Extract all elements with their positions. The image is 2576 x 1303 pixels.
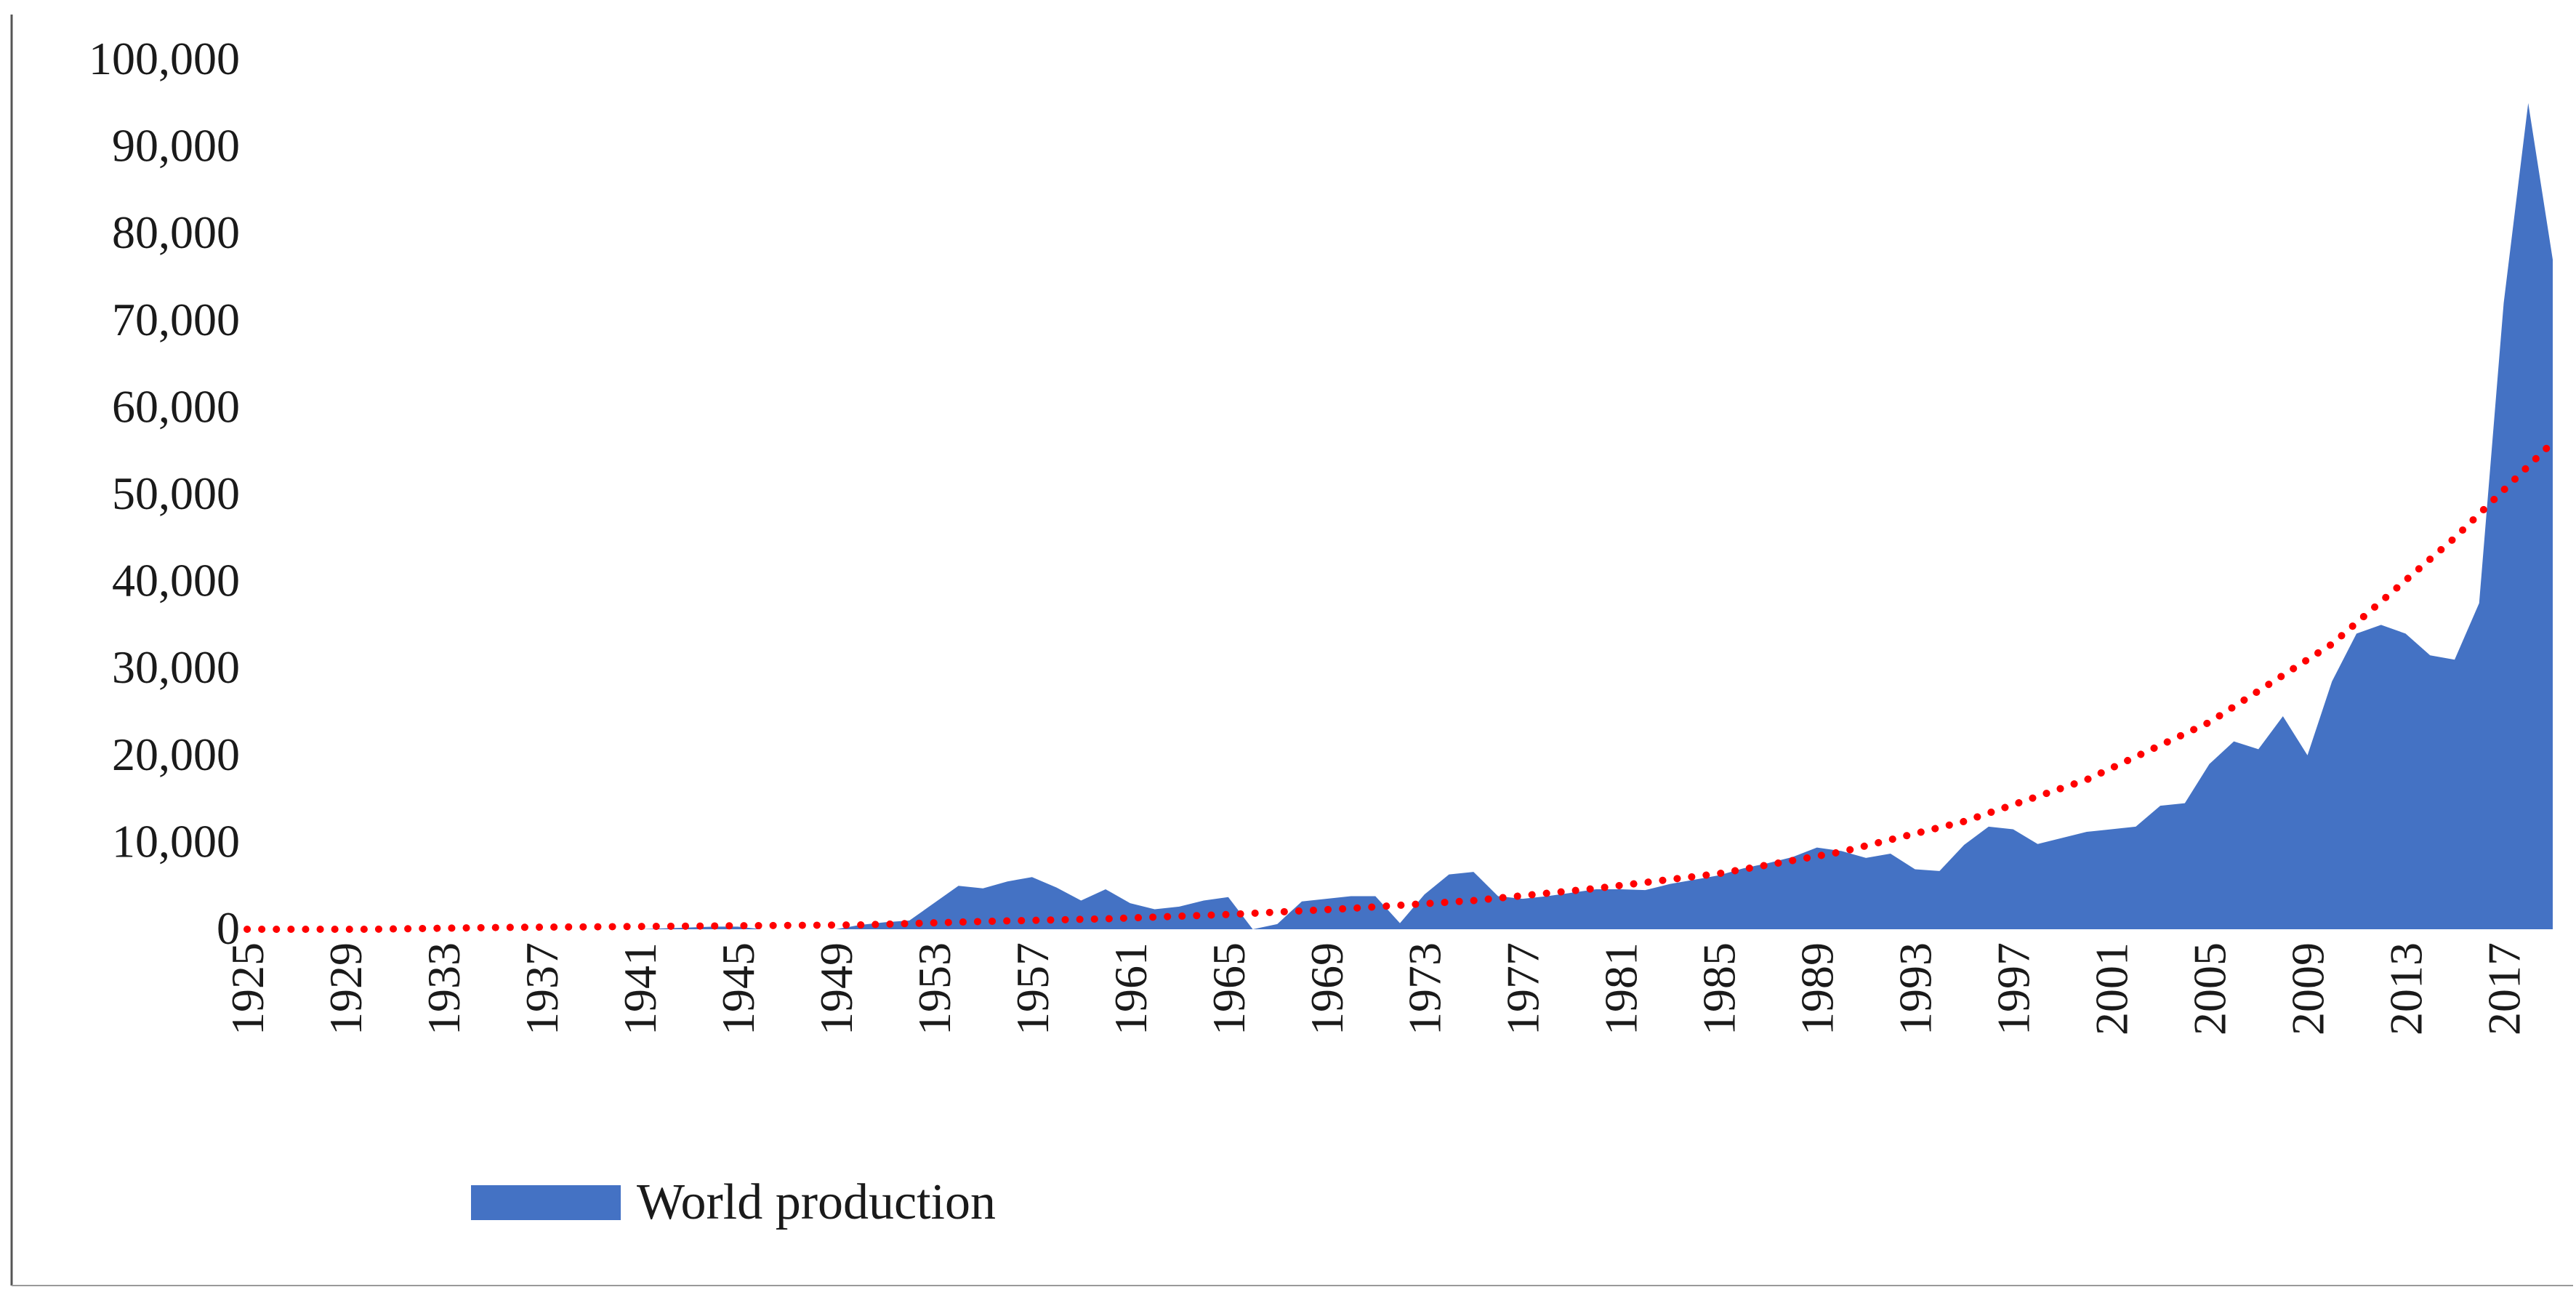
y-tick-label: 90,000 xyxy=(112,120,240,172)
x-tick-label: 2009 xyxy=(2282,942,2334,1035)
y-tick-label: 60,000 xyxy=(112,380,240,432)
x-tick-label: 1993 xyxy=(1890,942,1941,1035)
x-tick-label: 1937 xyxy=(516,942,568,1035)
x-tick-label: 1985 xyxy=(1694,942,1745,1035)
x-tick-label: 1969 xyxy=(1301,942,1353,1035)
y-axis: 0 10,000 20,000 30,000 40,000 50,000 60,000 70,… xyxy=(89,33,240,954)
x-tick-label: 1941 xyxy=(614,942,666,1035)
x-axis: 1925 1929 1933 1937 1941 1945 1949 1953 1957 1961… xyxy=(222,942,2530,1035)
x-tick-label: 1997 xyxy=(1988,942,2040,1035)
y-tick-label: 30,000 xyxy=(112,641,240,693)
x-tick-label: 2013 xyxy=(2380,942,2432,1035)
x-tick-label: 1957 xyxy=(1007,942,1058,1035)
x-tick-label: 1973 xyxy=(1399,942,1451,1035)
x-tick-label: 1933 xyxy=(418,942,470,1035)
x-tick-label: 1953 xyxy=(909,942,960,1035)
x-tick-label: 1949 xyxy=(810,942,862,1035)
y-tick-label: 50,000 xyxy=(112,468,240,519)
x-tick-label: 2001 xyxy=(2086,942,2138,1035)
y-tick-label: 20,000 xyxy=(112,729,240,780)
y-tick-label: 10,000 xyxy=(112,815,240,867)
x-tick-label: 1929 xyxy=(320,942,371,1035)
y-tick-label: 100,000 xyxy=(89,33,240,84)
legend-swatch xyxy=(471,1185,621,1220)
x-tick-label: 1945 xyxy=(712,942,764,1035)
trend-line xyxy=(243,438,2556,933)
x-tick-label: 1961 xyxy=(1105,942,1156,1035)
y-tick-label: 80,000 xyxy=(112,207,240,258)
x-tick-label: 1989 xyxy=(1792,942,1843,1035)
y-tick-label: 40,000 xyxy=(112,555,240,606)
legend: World production xyxy=(471,1174,996,1230)
y-tick-label: 0 xyxy=(217,902,240,954)
x-tick-label: 1925 xyxy=(222,942,273,1035)
x-tick-label: 2017 xyxy=(2479,942,2530,1035)
x-tick-label: 1965 xyxy=(1203,942,1255,1035)
series-layer xyxy=(243,103,2556,933)
x-tick-label: 2005 xyxy=(2184,942,2236,1035)
x-tick-label: 1981 xyxy=(1595,942,1647,1035)
y-tick-label: 70,000 xyxy=(112,294,240,345)
series-area-world-production xyxy=(247,103,2553,929)
x-tick-label: 1977 xyxy=(1497,942,1549,1035)
legend-label: World production xyxy=(637,1174,996,1230)
